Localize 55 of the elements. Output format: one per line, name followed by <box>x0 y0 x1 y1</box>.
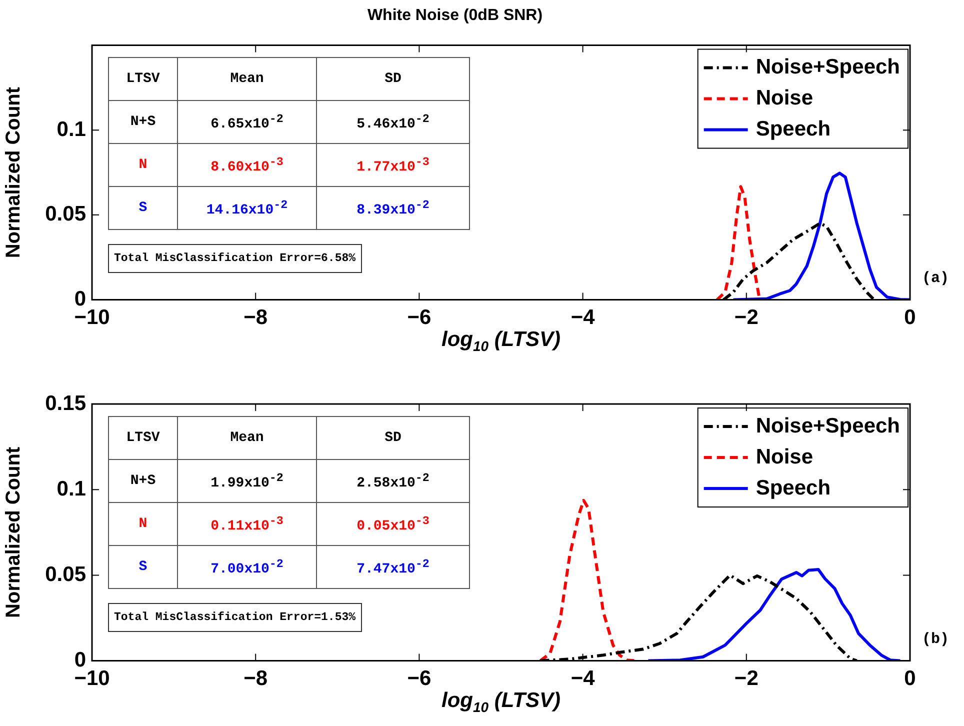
annotation: 8.39x10$^{-2}$ <box>316 186 470 230</box>
annotation: N <box>108 502 178 546</box>
line-series <box>715 185 761 300</box>
annotation: SD <box>316 416 470 460</box>
y-tick-label: 0.15 <box>45 392 86 415</box>
annotation: Total MisClassification Error=6.58% <box>108 244 362 274</box>
x-tick-label: −4 <box>570 667 596 690</box>
y-tick-label: 0.1 <box>56 477 86 500</box>
x-axis-title: log$_{10}$ (LTSV) <box>441 328 561 354</box>
annotation: N+S <box>108 460 178 502</box>
annotation: Mean <box>178 58 316 101</box>
y-axis-title: Normalized Count <box>2 446 25 618</box>
annotation: 14.16x10$^{-2}$ <box>178 186 316 230</box>
x-tick-label: −6 <box>407 667 432 690</box>
annotation: 7.47x10$^{-2}$ <box>316 546 470 588</box>
x-tick-label: −4 <box>570 306 596 330</box>
x-tick-label: −8 <box>244 306 268 330</box>
text: (a) <box>922 270 950 287</box>
y-axis-title: Normalized Count <box>2 86 25 258</box>
annotation: N+S <box>108 100 178 144</box>
annotation: LTSV <box>108 416 178 460</box>
annotation: Total MisClassification Error=1.53% <box>108 603 362 632</box>
x-tick-label: 0 <box>904 667 916 690</box>
legend-label: Noise <box>756 445 814 468</box>
annotation: LTSV <box>108 58 178 101</box>
annotation: 5.46x10$^{-2}$ <box>316 100 470 144</box>
annotation: 0.05x10$^{-3}$ <box>316 502 470 546</box>
annotation: 2.58x10$^{-2}$ <box>316 460 470 502</box>
text: (b) <box>922 630 950 648</box>
annotation: N <box>108 144 178 187</box>
legend-label: Noise <box>756 86 814 110</box>
annotation: 8.60x10$^{-3}$ <box>178 144 316 187</box>
annotation: Mean <box>178 416 316 460</box>
annotation: 6.65x10$^{-2}$ <box>178 100 316 144</box>
chart-title: White Noise (0dB SNR) <box>367 7 543 24</box>
y-tick-label: 0.05 <box>45 562 86 586</box>
annotation: 1.77x10$^{-3}$ <box>316 144 470 187</box>
x-tick-label: −2 <box>734 667 758 690</box>
x-axis-title: log$_{10}$ (LTSV) <box>441 688 561 715</box>
annotation: 0.11x10$^{-3}$ <box>178 502 316 546</box>
annotation: SD <box>316 58 470 101</box>
x-tick-label: −6 <box>407 306 432 330</box>
y-tick-label: 0.05 <box>45 202 86 226</box>
x-tick-label: 0 <box>904 306 916 330</box>
annotation: S <box>108 186 178 230</box>
legend-label: Noise+Speech <box>756 414 900 438</box>
x-tick-label: −2 <box>734 306 758 330</box>
x-tick-label: −8 <box>244 667 268 690</box>
annotation: S <box>108 546 178 588</box>
legend-label: Speech <box>756 476 831 500</box>
annotation: 7.00x10$^{-2}$ <box>178 546 316 588</box>
legend-label: Noise+Speech <box>756 55 900 78</box>
y-tick-label: 0.1 <box>56 118 86 141</box>
annotation: 1.99x10$^{-2}$ <box>178 460 316 502</box>
legend-label: Speech <box>756 117 831 140</box>
